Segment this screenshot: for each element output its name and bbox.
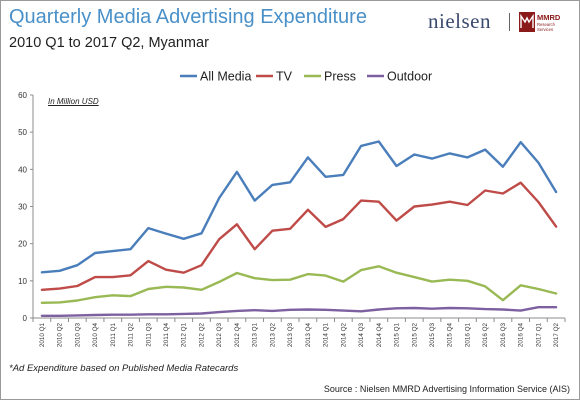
source-note: Source : Nielsen MMRD Advertising Inform…	[323, 384, 570, 394]
x-tick-label: 2017 Q2	[553, 323, 560, 348]
svg-text:Services: Services	[537, 27, 553, 32]
x-tick-label: 2016 Q1	[464, 323, 471, 348]
x-tick-label: 2014 Q2	[340, 323, 347, 348]
x-tick-label: 2011 Q2	[128, 323, 135, 347]
legend-label-all-media: All Media	[200, 70, 251, 84]
x-tick-label: 2012 Q4	[234, 323, 241, 348]
x-tick-label: 2014 Q1	[323, 323, 330, 348]
y-tick-label: 20	[18, 240, 27, 249]
x-tick-label: 2015 Q3	[429, 323, 436, 348]
logo-divider	[509, 13, 510, 31]
series-line-press	[40, 265, 558, 304]
x-tick-label: 2016 Q2	[482, 323, 489, 348]
legend-label-outdoor: Outdoor	[387, 70, 432, 84]
svg-text:MMRD: MMRD	[537, 13, 561, 22]
x-tick-label: 2015 Q1	[394, 323, 401, 348]
chart-subtitle: 2010 Q1 to 2017 Q2, Myanmar	[9, 35, 209, 51]
series-line-outdoor	[40, 306, 558, 317]
x-tick-label: 2013 Q2	[269, 323, 276, 348]
x-tick-label: 2013 Q1	[252, 323, 259, 348]
y-tick-label: 0	[23, 314, 28, 323]
series-line-all-media	[40, 140, 558, 274]
x-tick-label: 2011 Q3	[145, 323, 152, 347]
x-tick-label: 2011 Q1	[110, 323, 117, 347]
legend-label-press: Press	[324, 70, 356, 84]
x-tick-label: 2014 Q4	[376, 323, 383, 348]
x-tick-label: 2011 Q4	[163, 323, 170, 347]
svg-text:Research: Research	[537, 22, 556, 27]
mmrd-logo: MMRD Research Services	[518, 10, 568, 34]
y-tick-label: 50	[18, 128, 27, 137]
x-tick-label: 2015 Q4	[447, 323, 454, 348]
x-tick-label: 2010 Q3	[74, 323, 81, 348]
x-tick-label: 2012 Q3	[216, 323, 223, 348]
y-tick-label: 10	[18, 277, 27, 286]
x-tick-label: 2010 Q1	[39, 323, 46, 348]
nielsen-logo: nielsen	[428, 9, 491, 33]
chart-legend: All Media TV Press Outdoor	[180, 70, 432, 84]
x-tick-label: 2013 Q4	[305, 323, 312, 348]
legend-label-tv: TV	[276, 70, 293, 84]
x-tick-label: 2016 Q3	[500, 323, 507, 348]
chart-title: Quarterly Media Advertising Expenditure	[9, 6, 367, 28]
y-tick-label: 30	[18, 203, 27, 212]
footnote: *Ad Expenditure based on Published Media…	[9, 363, 239, 374]
x-tick-label: 2010 Q2	[57, 323, 64, 348]
series-layer	[40, 140, 558, 317]
x-tick-label: 2013 Q3	[287, 323, 294, 348]
x-tick-label: 2012 Q2	[198, 323, 205, 348]
y-tick-label: 40	[18, 165, 27, 174]
x-tick-label: 2012 Q1	[181, 323, 188, 348]
series-line-tv	[40, 181, 558, 291]
x-tick-label: 2010 Q4	[92, 323, 99, 348]
chart-axes: 0 10 20 30 40 50 60 2010 Q1 2010 Q2 2010 Q3 2010 Q…	[18, 91, 566, 348]
x-tick-label: 2017 Q1	[535, 323, 542, 348]
unit-note: In Million USD	[48, 97, 99, 106]
x-tick-label: 2016 Q4	[518, 323, 525, 348]
y-tick-label: 60	[18, 91, 27, 100]
x-tick-label: 2014 Q3	[358, 323, 365, 348]
x-tick-label: 2015 Q2	[411, 323, 418, 348]
